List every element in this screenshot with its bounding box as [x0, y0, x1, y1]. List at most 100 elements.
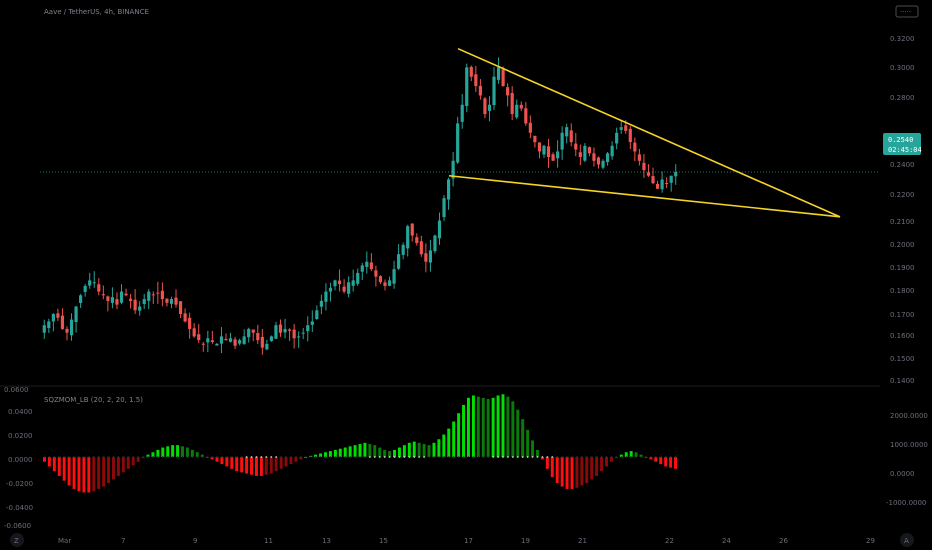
momentum-bar [92, 457, 96, 492]
candle-body [628, 128, 632, 143]
momentum-bar [506, 396, 510, 457]
momentum-bar [555, 457, 559, 484]
candle-body [465, 67, 469, 106]
momentum-bar [161, 447, 165, 457]
squeeze-dot [216, 456, 218, 458]
momentum-bar [600, 457, 604, 472]
momentum-bar [190, 449, 194, 457]
time-label: Mar [58, 537, 71, 545]
squeeze-dot [319, 456, 322, 458]
squeeze-dot [295, 456, 297, 458]
candle-body [533, 135, 537, 143]
candle-body [183, 313, 187, 322]
momentum-bar [560, 457, 564, 487]
last-price-value: 0.2540 [888, 136, 913, 144]
time-label: 7 [121, 537, 125, 545]
candle-body [228, 338, 233, 342]
momentum-bar [57, 457, 61, 476]
candle-body [147, 291, 151, 301]
momentum-bar [501, 394, 505, 457]
momentum-bar [447, 428, 451, 457]
last-price-badge [883, 133, 921, 155]
candle-body [442, 198, 446, 218]
squeeze-dot [620, 456, 623, 458]
momentum-bar [136, 457, 140, 462]
candle-body [356, 272, 360, 284]
zoom-icon: Z [14, 537, 19, 545]
candle-body [56, 313, 60, 318]
momentum-bar [333, 449, 337, 457]
momentum-bar [629, 451, 633, 457]
momentum-bar [338, 448, 342, 457]
indicator-bottom-value: -0.0600 [4, 522, 31, 530]
candle-body [392, 269, 396, 284]
squeeze-dot [122, 456, 125, 458]
momentum-bar [363, 442, 367, 457]
squeeze-dot [654, 456, 657, 458]
momentum-bar [585, 457, 589, 484]
squeeze-dot [48, 456, 51, 458]
candle-body [101, 294, 105, 296]
candle-body [310, 321, 314, 325]
squeeze-dot [610, 456, 613, 458]
squeeze-dot [531, 456, 534, 458]
squeeze-dot [314, 456, 317, 458]
squeeze-dot [221, 456, 223, 458]
candle-body [460, 104, 464, 122]
candle-body [524, 108, 528, 124]
squeeze-dot [87, 456, 90, 458]
squeeze-dot [541, 456, 544, 458]
momentum-bar [457, 413, 461, 457]
squeeze-dot [447, 456, 450, 458]
momentum-bar [225, 457, 229, 467]
candle-body [260, 336, 264, 348]
momentum-bar [235, 457, 239, 472]
candle-body [665, 182, 669, 184]
momentum-bar [319, 453, 323, 457]
price-tick: 0.3200 [890, 35, 915, 43]
momentum-bar [82, 457, 86, 493]
squeeze-dot [240, 456, 243, 458]
settings-button[interactable] [895, 5, 919, 18]
momentum-bar [299, 457, 303, 460]
momentum-bar [511, 401, 515, 457]
candle-body [174, 297, 178, 305]
candle-body [283, 328, 287, 333]
momentum-bar [279, 457, 283, 469]
time-label: 29 [866, 537, 875, 545]
candle-body [651, 176, 655, 184]
indicator-left-tick: 0.0400 [8, 408, 33, 416]
momentum-bar [669, 457, 673, 468]
time-label: 17 [464, 537, 473, 545]
squeeze-dot [403, 456, 406, 458]
momentum-bar [156, 449, 160, 457]
squeeze-dot [329, 456, 332, 458]
indicator-right-tick: 0.0000 [890, 470, 915, 478]
momentum-bar [378, 447, 382, 457]
squeeze-dot [408, 456, 411, 458]
momentum-bar [393, 449, 396, 457]
candle-body [97, 284, 101, 292]
momentum-bar [496, 395, 500, 457]
candle-body [197, 334, 201, 341]
momentum-bar [245, 457, 249, 474]
auto-scale-button[interactable] [900, 533, 914, 547]
time-label: 22 [665, 537, 674, 545]
squeeze-dot [265, 456, 268, 458]
zoom-button[interactable] [10, 533, 24, 547]
squeeze-dot [201, 456, 204, 458]
momentum-bar [72, 457, 76, 489]
squeeze-dot [580, 456, 583, 458]
momentum-bar [195, 452, 199, 457]
candle-body [569, 130, 573, 143]
squeeze-dot [571, 456, 573, 458]
candle-body [42, 325, 46, 333]
candle-body [510, 93, 514, 115]
momentum-bar [590, 457, 594, 480]
time-label: 26 [779, 537, 788, 545]
momentum-bar [526, 429, 530, 457]
momentum-bar [215, 457, 219, 462]
candle-body [60, 315, 65, 329]
